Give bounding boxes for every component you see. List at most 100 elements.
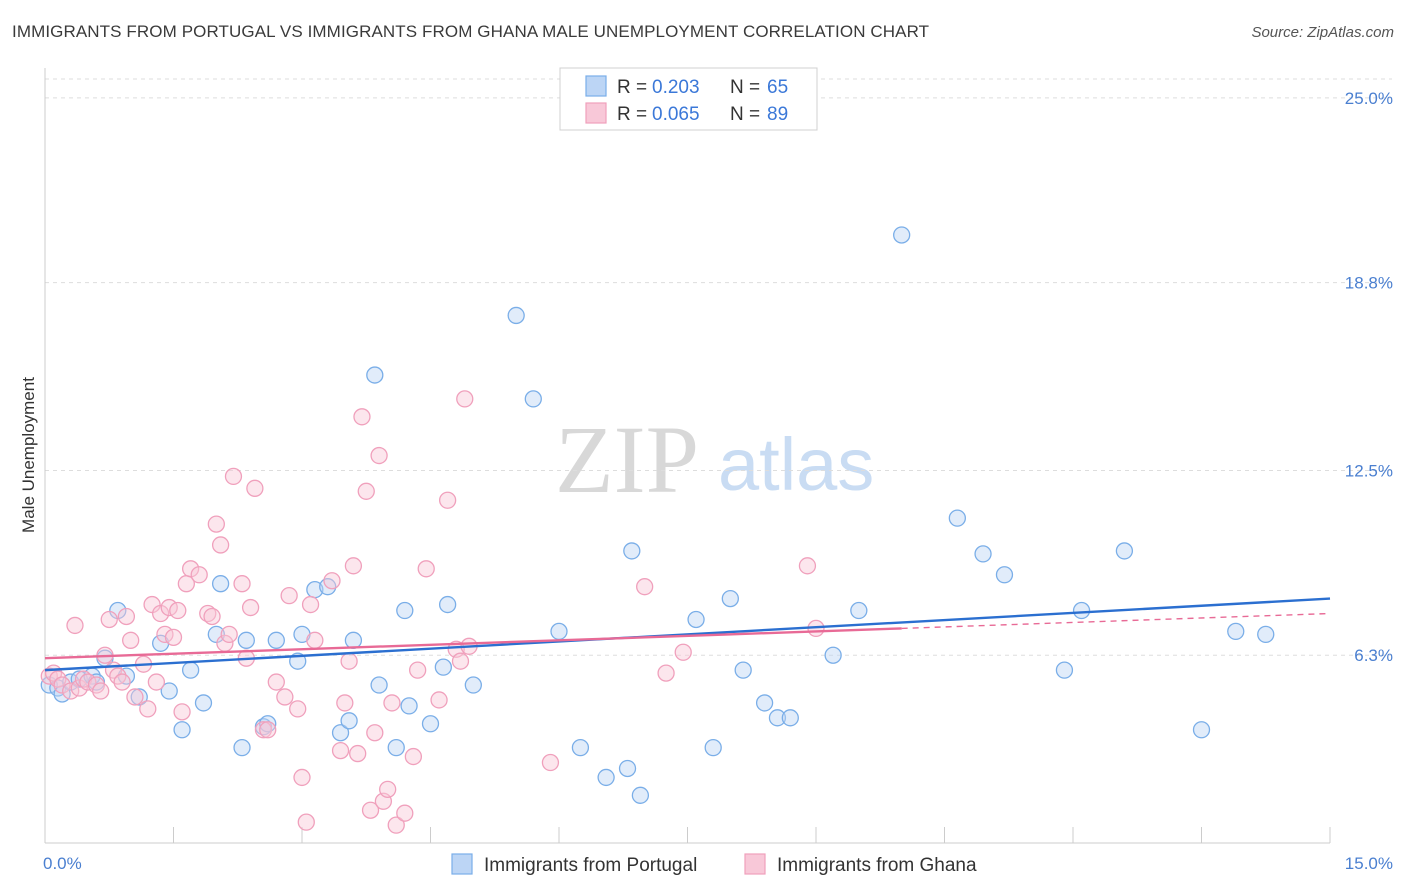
- bottom-legend-ghana: Immigrants from Ghana: [777, 855, 977, 876]
- point-portugal: [233, 738, 251, 757]
- point-ghana: [370, 446, 388, 465]
- series-portugal: [40, 226, 1275, 804]
- point-portugal: [974, 545, 992, 563]
- point-ghana: [203, 607, 221, 626]
- point-ghana: [254, 721, 273, 739]
- watermark: ZIP atlas: [555, 406, 874, 513]
- point-portugal: [550, 622, 568, 641]
- point-portugal: [734, 661, 752, 679]
- trend-line-ghana: [44, 627, 902, 660]
- point-portugal: [331, 724, 350, 742]
- y-tick-label: 18.8%: [1345, 274, 1393, 293]
- point-ghana: [276, 688, 294, 706]
- point-ghana: [331, 741, 350, 760]
- point-ghana: [164, 628, 183, 646]
- point-ghana: [383, 694, 401, 712]
- point-ghana: [379, 780, 397, 799]
- point-ghana: [323, 572, 341, 590]
- point-portugal: [1072, 601, 1091, 620]
- trend-line-portugal: [44, 597, 1331, 672]
- source-label: Source: ZipAtlas.com: [1251, 24, 1394, 41]
- point-portugal: [400, 697, 418, 715]
- point-portugal: [1055, 661, 1074, 679]
- point-ghana: [340, 652, 358, 670]
- point-portugal: [370, 676, 388, 694]
- point-ghana: [126, 688, 144, 706]
- point-portugal: [1115, 542, 1134, 560]
- point-portugal: [618, 759, 637, 778]
- x-tick-label-min: 0.0%: [43, 854, 82, 873]
- point-ghana: [357, 482, 375, 500]
- point-ghana: [798, 557, 817, 575]
- point-portugal: [387, 738, 405, 757]
- point-portugal: [434, 658, 453, 676]
- point-portugal: [524, 390, 542, 408]
- legend-n-value-portugal: 65: [767, 77, 788, 98]
- point-ghana: [92, 682, 110, 700]
- y-axis-label: Male Unemployment: [19, 377, 38, 533]
- point-portugal: [571, 738, 590, 757]
- point-ghana: [233, 575, 251, 593]
- legend-n-label-portugal: N =: [730, 77, 760, 98]
- point-ghana: [207, 515, 225, 533]
- point-ghana: [344, 557, 363, 575]
- point-portugal: [464, 676, 482, 694]
- point-ghana: [190, 566, 208, 584]
- point-portugal: [948, 509, 966, 527]
- point-portugal: [211, 575, 230, 593]
- point-portugal: [160, 682, 178, 700]
- point-ghana: [404, 747, 423, 766]
- point-ghana: [349, 744, 367, 763]
- point-portugal: [597, 768, 615, 787]
- point-ghana: [53, 676, 71, 694]
- y-tick-label: 25.0%: [1345, 89, 1393, 108]
- legend-r-value-portugal: 0.203: [652, 77, 700, 98]
- series-ghana: [40, 390, 825, 834]
- point-portugal: [267, 631, 285, 649]
- point-ghana: [408, 661, 427, 679]
- point-ghana: [181, 560, 200, 578]
- grid-lines: [45, 78, 1392, 656]
- point-ghana: [674, 643, 692, 661]
- point-portugal: [687, 610, 705, 629]
- point-ghana: [66, 616, 84, 635]
- point-ghana: [657, 664, 675, 682]
- point-ghana: [100, 610, 118, 629]
- legend-swatch-portugal: [585, 75, 607, 97]
- series-legend: Immigrants from Portugal Immigrants from…: [451, 853, 977, 876]
- point-ghana: [117, 607, 136, 626]
- point-ghana: [147, 673, 166, 691]
- point-ghana: [70, 679, 88, 697]
- y-tick-label: 6.3%: [1354, 646, 1393, 665]
- watermark-zip: ZIP: [555, 406, 699, 513]
- trend-line-ghana-extrapolated: [901, 612, 1331, 630]
- point-portugal: [623, 542, 641, 560]
- bottom-legend-swatch-portugal: [451, 853, 473, 875]
- point-ghana: [396, 804, 414, 822]
- point-ghana: [301, 595, 320, 614]
- point-ghana: [122, 631, 140, 649]
- point-portugal: [237, 631, 255, 649]
- point-portugal: [507, 306, 525, 325]
- point-ghana: [169, 601, 187, 620]
- legend-r-label-ghana: R =: [617, 104, 647, 125]
- point-ghana: [417, 560, 435, 578]
- point-portugal: [421, 715, 440, 733]
- point-portugal: [755, 694, 774, 712]
- point-portugal: [1257, 625, 1275, 644]
- y-tick-label: 12.5%: [1345, 461, 1393, 480]
- point-ghana: [267, 673, 285, 691]
- point-portugal: [704, 738, 722, 757]
- point-ghana: [336, 694, 354, 712]
- point-portugal: [340, 712, 358, 730]
- bottom-legend-portugal: Immigrants from Portugal: [484, 855, 697, 876]
- point-portugal: [396, 601, 414, 620]
- legend-n-label-ghana: N =: [730, 104, 760, 125]
- point-ghana: [456, 390, 474, 408]
- point-ghana: [430, 691, 448, 709]
- trend-lines: [44, 597, 1331, 672]
- point-portugal: [893, 226, 911, 244]
- point-ghana: [241, 598, 260, 617]
- stats-legend: R = 0.203 N = 65 R = 0.065 N = 89: [559, 67, 818, 131]
